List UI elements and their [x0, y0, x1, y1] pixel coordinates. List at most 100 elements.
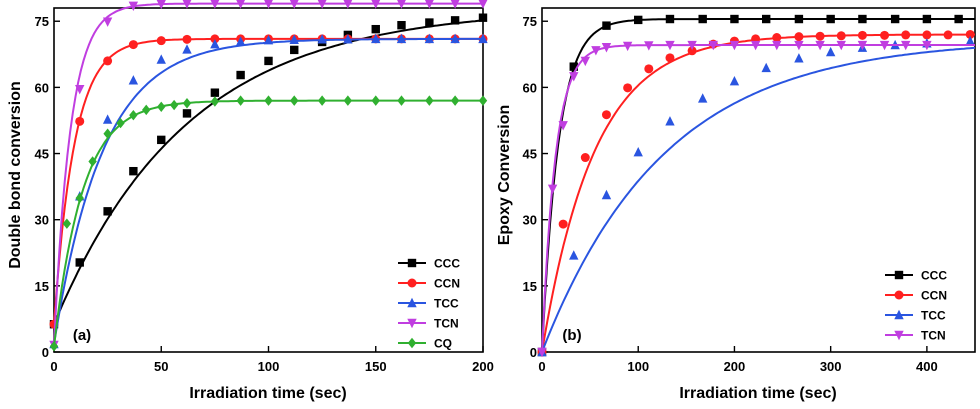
data-point-cq	[75, 192, 84, 204]
data-point-ccn	[815, 31, 825, 41]
data-point-cq	[88, 156, 97, 167]
data-point-ccc	[157, 135, 166, 145]
data-point-ccn	[601, 110, 611, 120]
y-tick-label: 30	[35, 213, 49, 228]
data-point-ccn	[836, 31, 846, 41]
x-tick-label: 200	[472, 359, 494, 374]
data-point-cq	[397, 95, 406, 106]
data-point-tcn	[580, 56, 590, 67]
data-point-tcc	[210, 38, 220, 49]
data-point-ccc	[264, 56, 273, 66]
data-point-tcc	[965, 35, 975, 46]
legend-label: CCC	[434, 257, 460, 271]
data-point-cq	[236, 95, 245, 106]
data-point-tcc	[424, 33, 435, 44]
y-tick-label: 75	[523, 14, 537, 29]
data-point-cq	[264, 95, 273, 106]
panel-b: Epoxy Conversion Irradiation time (sec) …	[496, 7, 976, 402]
data-point-ccc	[397, 21, 406, 30]
panel-b-label: (b)	[562, 327, 581, 344]
data-point-tcn	[772, 40, 782, 51]
data-point-ccc	[922, 14, 932, 24]
data-point-tcc	[450, 33, 460, 44]
data-point-ccc	[698, 14, 707, 24]
legend-entry-tcn: TCN	[885, 329, 946, 343]
data-point-ccc	[602, 21, 611, 30]
data-point-tcn	[622, 41, 633, 52]
data-point-tcn	[236, 0, 246, 9]
data-point-tcc	[825, 46, 836, 57]
series-tcn	[49, 0, 488, 351]
data-point-tcn	[182, 0, 192, 9]
data-point-tcn	[879, 40, 890, 51]
data-point-tcn	[289, 0, 299, 9]
data-point-tcc	[343, 34, 353, 44]
data-point-ccc	[858, 14, 867, 24]
data-point-ccn	[880, 30, 890, 40]
data-point-ccc	[75, 258, 84, 267]
data-point-tcn	[264, 0, 273, 9]
data-point-tcc	[128, 75, 139, 85]
data-point-tcc	[794, 53, 804, 63]
data-point-tcn	[729, 40, 740, 51]
data-point-ccc	[450, 16, 460, 25]
data-point-tcn	[708, 40, 718, 51]
data-point-tcc	[317, 34, 327, 44]
data-point-tcn	[478, 0, 488, 9]
data-point-tcn	[569, 72, 579, 82]
series-cq	[49, 95, 488, 352]
data-point-tcc	[156, 54, 166, 64]
data-point-cq	[290, 95, 299, 106]
data-point-tcn	[836, 40, 846, 51]
data-point-tcc	[569, 250, 579, 260]
legend-entry-ccn: CCN	[885, 289, 947, 303]
series-line-tcn	[53, 2, 483, 345]
data-point-cq	[425, 95, 434, 106]
data-point-ccc	[425, 18, 434, 27]
data-point-tcc	[729, 76, 740, 86]
plot-frame	[541, 7, 976, 353]
panel-a: Double bond conversion Irradiation time …	[7, 0, 494, 402]
data-point-tcn	[156, 0, 166, 10]
series-tcn	[537, 40, 975, 358]
series-line-ccc	[53, 19, 484, 325]
data-point-tcn	[901, 40, 911, 51]
data-point-ccc	[236, 70, 245, 80]
legend-entry-tcc: TCC	[398, 297, 459, 311]
data-point-ccn	[644, 64, 654, 74]
data-point-tcc	[478, 33, 488, 44]
data-point-cq	[49, 341, 59, 352]
data-point-tcn	[537, 347, 547, 358]
legend-marker	[894, 270, 904, 280]
data-point-cq	[103, 128, 112, 139]
x-tick-label: 100	[627, 359, 649, 374]
series-tcc	[49, 33, 488, 349]
data-point-ccc	[890, 14, 900, 24]
data-point-tcc	[665, 116, 675, 126]
data-point-tcn	[558, 121, 568, 131]
data-point-ccn	[665, 53, 675, 63]
series-ccn	[49, 34, 488, 329]
data-point-cq	[371, 95, 380, 106]
series-line-ccc	[541, 18, 975, 353]
data-point-tcn	[371, 0, 381, 9]
legend-entry-tcc: TCC	[885, 309, 946, 323]
y-tick-label: 75	[35, 14, 49, 29]
series-line-tcn	[541, 44, 975, 353]
data-point-tcn	[815, 40, 825, 51]
data-point-tcc	[235, 36, 246, 46]
series-tcc	[537, 35, 976, 357]
data-point-tcn	[450, 0, 460, 9]
x-tick-label: 400	[916, 359, 938, 374]
x-tick-label: 200	[724, 359, 746, 374]
data-point-ccn	[922, 30, 932, 40]
data-point-ccn	[558, 219, 568, 229]
legend-label: CCC	[921, 269, 947, 283]
legend-label: TCC	[434, 297, 459, 311]
legend-label: CCN	[921, 289, 947, 303]
data-point-ccc	[182, 109, 192, 118]
data-point-tcn	[397, 0, 406, 9]
data-point-tcc	[182, 44, 192, 54]
data-point-tcn	[75, 84, 85, 95]
data-point-ccn	[182, 34, 192, 44]
